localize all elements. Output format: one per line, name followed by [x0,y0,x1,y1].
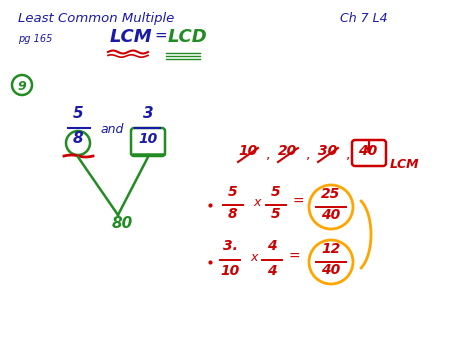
Text: 4: 4 [267,264,277,278]
Text: =: = [154,28,167,43]
Text: ,: , [266,147,270,161]
Text: 40: 40 [358,144,378,158]
Text: 5: 5 [228,185,238,199]
Text: 5: 5 [271,185,281,199]
Text: 12: 12 [321,242,341,256]
Text: 4: 4 [267,239,277,253]
Text: 5: 5 [271,207,281,221]
Text: ,: , [306,147,310,161]
Text: 80: 80 [112,216,133,231]
Text: x: x [250,251,257,264]
Text: x: x [253,196,260,209]
Text: 8: 8 [228,207,238,221]
Text: =: = [289,250,301,264]
Text: LCD: LCD [168,28,208,46]
Text: Ch 7 L4: Ch 7 L4 [340,12,388,25]
Text: 30: 30 [319,144,337,158]
Text: 3: 3 [143,106,153,121]
Text: 5: 5 [73,106,83,121]
Text: 10: 10 [238,144,258,158]
Text: and: and [100,123,123,136]
Text: 25: 25 [321,187,341,201]
Text: pg 165: pg 165 [18,34,52,44]
Text: LCM: LCM [110,28,153,46]
Text: 40: 40 [321,208,341,222]
Text: ,: , [346,147,350,161]
Text: LCM: LCM [390,158,419,171]
Text: 8: 8 [73,131,83,146]
Text: 9: 9 [18,81,27,93]
Text: 10: 10 [220,264,240,278]
Text: Least Common Multiple: Least Common Multiple [18,12,174,25]
Text: =: = [293,195,305,209]
Text: 3.: 3. [223,239,237,253]
Text: 10: 10 [138,132,158,146]
Text: 40: 40 [321,263,341,277]
Text: 20: 20 [278,144,298,158]
